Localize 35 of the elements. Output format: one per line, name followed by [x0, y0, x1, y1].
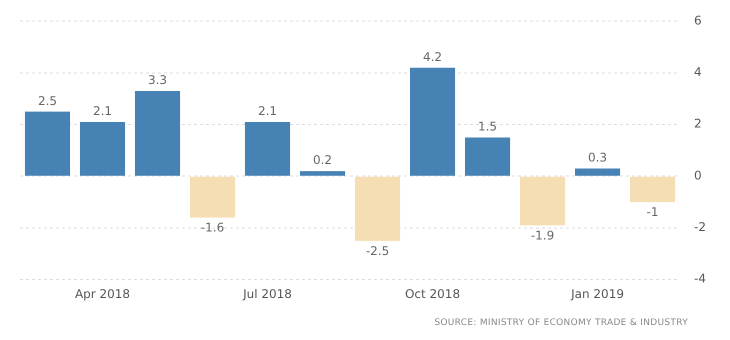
data-label: -1.9 [530, 228, 554, 242]
data-label: 0.3 [588, 150, 608, 165]
y-tick-label: 2 [694, 116, 702, 131]
bar [190, 176, 236, 218]
y-tick-label: 6 [694, 13, 702, 28]
bar [410, 68, 456, 176]
bar [520, 176, 566, 226]
source-note: SOURCE: MINISTRY OF ECONOMY TRADE & INDUSTRY [434, 318, 688, 328]
data-label: 2.1 [258, 104, 278, 118]
data-label: 1.5 [478, 120, 498, 134]
bar [80, 122, 126, 176]
x-tick-label: Jan 2019 [570, 286, 624, 301]
x-tick-label: Oct 2018 [404, 286, 460, 301]
data-label: 0.2 [312, 153, 332, 168]
data-label: 2.1 [92, 104, 112, 118]
data-label: -2.5 [366, 244, 390, 258]
data-label: 3.3 [148, 73, 168, 88]
x-tick-label: Apr 2018 [74, 286, 130, 301]
y-tick-label: 4 [694, 65, 702, 80]
bar [300, 171, 346, 176]
x-tick-label: Jul 2018 [242, 286, 292, 301]
data-label: 4.2 [422, 50, 442, 64]
bar [134, 90, 180, 176]
bar [464, 137, 510, 176]
y-tick-label: -2 [694, 220, 706, 234]
data-label: -1 [646, 205, 659, 220]
bar [354, 176, 400, 241]
data-label: -1.6 [200, 220, 224, 235]
y-tick-label: 0 [694, 168, 702, 182]
y-tick-label: -4 [694, 272, 706, 286]
data-label: 2.5 [38, 94, 58, 108]
bar [630, 176, 676, 202]
bar [574, 168, 620, 176]
bar [244, 122, 290, 176]
bar [24, 112, 70, 176]
